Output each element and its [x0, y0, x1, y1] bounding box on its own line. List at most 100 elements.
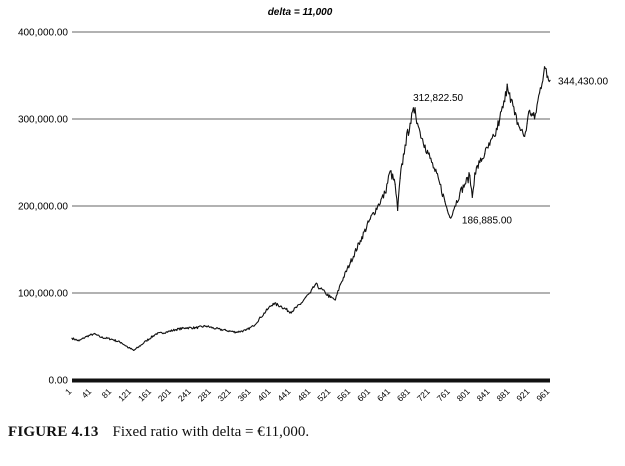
data-point [449, 216, 451, 219]
y-tick-label-0: 0.00 [49, 376, 69, 387]
data-point [93, 333, 95, 335]
data-point [128, 347, 130, 349]
series-group [71, 66, 551, 352]
data-point [414, 107, 416, 109]
data-point [185, 327, 187, 329]
data-point [533, 118, 536, 120]
data-point [299, 303, 302, 305]
data-point [120, 341, 122, 344]
data-point [309, 292, 312, 294]
x-tick-label-6: 241 [176, 386, 193, 403]
data-point [471, 196, 473, 198]
x-tick-label-4: 161 [136, 386, 153, 403]
data-point [494, 135, 496, 137]
x-tick-label-1: 41 [80, 386, 94, 400]
annotation-0: 312,822.50 [413, 93, 463, 104]
data-point [319, 288, 322, 290]
y-axis-tick-labels: 0.00 100,000.00 200,000.00 300,000.00 400,00… [18, 28, 68, 387]
data-point [384, 192, 386, 194]
data-point [85, 335, 88, 338]
x-tick-label-21: 841 [475, 386, 492, 403]
x-tick-label-16: 641 [375, 386, 392, 403]
data-point [100, 336, 102, 338]
data-point [434, 170, 436, 172]
y-tick-label-2: 200,000.00 [18, 202, 68, 213]
data-point [165, 331, 167, 333]
data-point [549, 79, 551, 81]
x-tick-label-15: 601 [355, 386, 372, 403]
data-point [409, 122, 411, 124]
x-axis [72, 378, 550, 383]
x-tick-label-20: 801 [455, 386, 472, 403]
data-point [416, 122, 419, 124]
data-point [377, 205, 379, 207]
x-tick-label-7: 281 [196, 386, 213, 403]
data-point [225, 329, 227, 332]
data-point [459, 192, 461, 194]
data-point [280, 305, 282, 307]
annotation-2: 344,430.00 [558, 76, 608, 87]
data-point [519, 127, 521, 129]
x-axis-tick-labels: 1 41 81 121 161 201 241 281 321 361 401 441 481 521 56… [63, 386, 552, 403]
data-point [504, 101, 506, 103]
figure-caption: FIGURE 4.13 Fixed ratio with delta = €11,… [8, 424, 309, 441]
series-line [71, 66, 551, 351]
data-point [429, 157, 431, 159]
chart-title: delta = 11,000 [268, 7, 333, 18]
data-point [145, 340, 147, 342]
data-point [514, 114, 516, 116]
data-point [528, 109, 531, 111]
x-tick-label-24: 961 [534, 386, 551, 403]
x-tick-label-13: 521 [315, 386, 332, 403]
data-point [543, 66, 546, 68]
data-point [394, 183, 396, 185]
y-tick-label-4: 400,000.00 [18, 28, 68, 39]
x-axis-line [72, 378, 550, 383]
figure-label: FIGURE 4.13 [8, 424, 99, 440]
data-point [509, 92, 511, 94]
data-point [272, 302, 274, 305]
data-point [195, 327, 197, 329]
x-tick-label-3: 121 [116, 386, 133, 403]
annotations: 312,822.50 186,885.00 344,430.00 [413, 76, 608, 226]
data-point [469, 174, 471, 177]
data-point [175, 328, 177, 331]
data-point [389, 170, 391, 172]
y-tick-label-3: 300,000.00 [18, 115, 68, 126]
data-point [267, 308, 269, 310]
data-point [260, 316, 262, 318]
x-tick-label-8: 321 [216, 386, 233, 403]
x-tick-label-19: 761 [435, 386, 452, 403]
data-point [314, 283, 317, 285]
x-tick-label-11: 441 [275, 386, 292, 403]
data-point [399, 177, 401, 179]
data-point [245, 329, 247, 332]
data-point [78, 340, 80, 342]
data-point [339, 283, 341, 285]
x-tick-label-17: 681 [395, 386, 412, 403]
data-point [464, 183, 466, 185]
x-tick-label-5: 201 [156, 386, 173, 403]
data-point [235, 331, 237, 333]
x-tick-label-10: 401 [255, 386, 272, 403]
data-point [369, 218, 371, 220]
data-point [479, 161, 481, 164]
data-point [526, 122, 528, 124]
data-point [138, 346, 140, 348]
data-point [524, 135, 526, 137]
data-point [324, 292, 327, 294]
y-tick-label-1: 100,000.00 [18, 289, 68, 300]
data-point [424, 144, 426, 146]
data-point [484, 153, 486, 155]
data-point [359, 240, 361, 242]
data-point [404, 144, 406, 146]
annotation-1: 186,885.00 [462, 215, 512, 226]
x-tick-label-12: 481 [295, 386, 312, 403]
data-point [155, 333, 157, 335]
data-point [439, 183, 441, 185]
data-point [349, 261, 351, 264]
x-tick-label-2: 81 [99, 386, 113, 400]
data-point [419, 131, 421, 133]
data-point [334, 299, 336, 301]
data-point [506, 83, 508, 85]
